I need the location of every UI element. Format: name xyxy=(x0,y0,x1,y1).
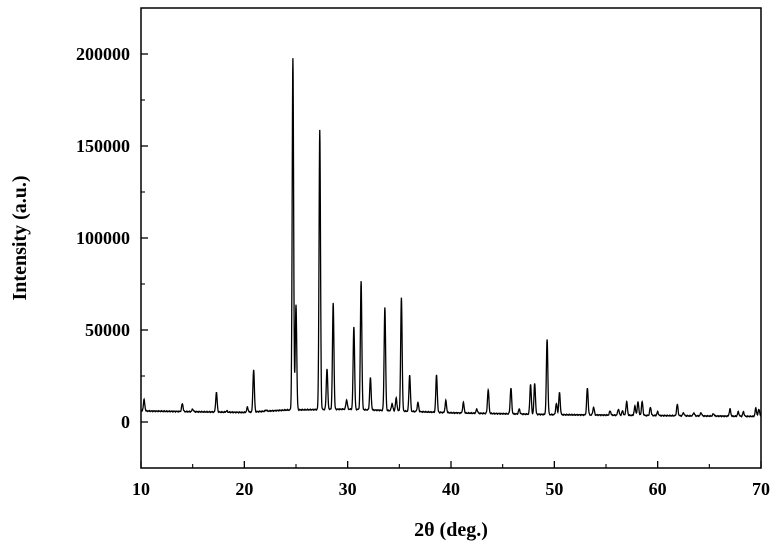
y-tick-label: 200000 xyxy=(76,44,130,64)
plot-frame xyxy=(141,8,761,468)
y-tick-label: 50000 xyxy=(85,320,130,340)
diffraction-pattern-line xyxy=(141,58,761,417)
x-tick-label: 20 xyxy=(235,479,253,499)
x-tick-label: 70 xyxy=(752,479,770,499)
x-tick-label: 50 xyxy=(545,479,563,499)
x-axis-title: 2θ (deg.) xyxy=(414,519,488,541)
y-tick-label: 100000 xyxy=(76,228,130,248)
x-tick-label: 40 xyxy=(442,479,460,499)
x-tick-label: 10 xyxy=(132,479,150,499)
y-axis-title: Intensity (a.u.) xyxy=(9,175,31,300)
x-tick-label: 30 xyxy=(339,479,357,499)
x-axis-ticks: 10 20 30 40 50 60 70 xyxy=(132,461,770,499)
y-tick-label: 150000 xyxy=(76,136,130,156)
y-tick-label: 0 xyxy=(121,412,130,432)
y-axis-ticks: 0 50000 100000 150000 200000 xyxy=(76,44,148,432)
x-tick-label: 60 xyxy=(649,479,667,499)
